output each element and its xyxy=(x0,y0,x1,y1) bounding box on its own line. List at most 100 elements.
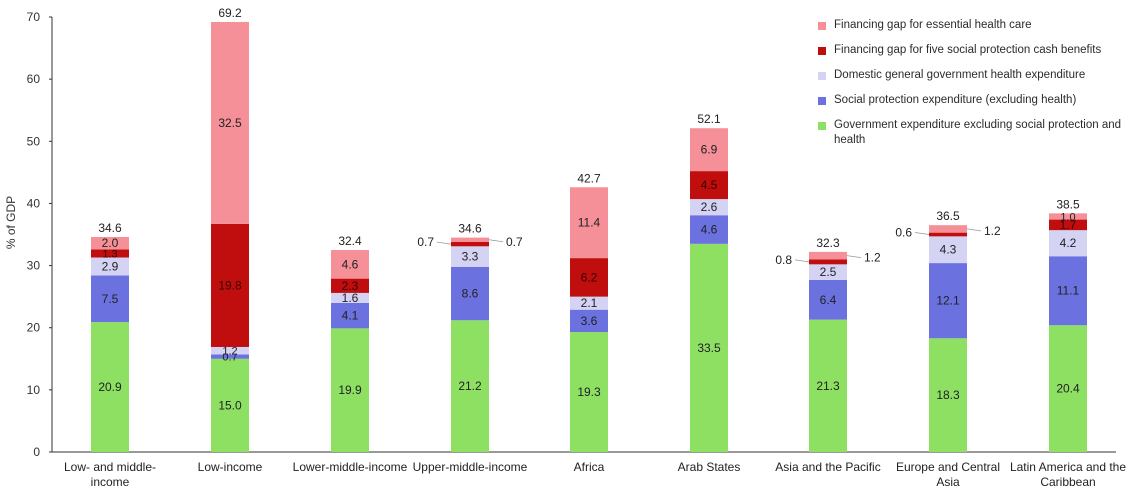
legend-swatch xyxy=(818,72,826,80)
data-label: 20.9 xyxy=(98,380,122,394)
bar-segment xyxy=(91,322,129,452)
legend-swatch xyxy=(818,22,826,30)
bar-segment xyxy=(1049,325,1087,452)
total-label: 42.7 xyxy=(577,171,601,185)
bar-segment xyxy=(690,199,728,216)
callout-line xyxy=(966,228,982,232)
legend-label: Domestic general government health expen… xyxy=(834,69,1086,81)
data-label: 3.3 xyxy=(462,250,479,264)
callout-line xyxy=(914,232,930,235)
x-tick-label: Arab States xyxy=(678,460,741,474)
y-tick-label: 70 xyxy=(27,10,41,24)
data-label: 2.3 xyxy=(342,279,359,293)
data-label: 4.2 xyxy=(1060,236,1077,250)
bar-segment xyxy=(451,241,489,247)
data-label: 4.1 xyxy=(342,309,359,323)
bar-segment xyxy=(929,236,967,264)
total-label: 34.6 xyxy=(458,222,482,236)
data-label: 4.6 xyxy=(342,257,359,271)
x-tick-label: Asia xyxy=(936,475,960,489)
bar-segment xyxy=(451,246,489,267)
data-label: 6.2 xyxy=(581,270,598,284)
data-label: 18.3 xyxy=(936,388,960,402)
bar-segment xyxy=(809,319,847,452)
bar-segment xyxy=(211,346,249,355)
bar-segment xyxy=(929,338,967,452)
data-label: 1.0 xyxy=(1060,211,1075,223)
x-tick-label: Lower-middle-income xyxy=(293,460,408,474)
bar-segment xyxy=(570,258,608,297)
data-label: 20.4 xyxy=(1056,382,1080,396)
x-tick-label: Upper-middle-income xyxy=(413,460,528,474)
data-label: 1.2 xyxy=(984,224,1001,238)
data-label: 2.0 xyxy=(102,236,119,250)
bar-segment xyxy=(451,266,489,321)
bar-segment xyxy=(331,250,369,279)
legend-label: Government expenditure excluding social … xyxy=(834,119,1122,146)
bar-segment xyxy=(690,243,728,452)
bar-segment xyxy=(690,128,728,172)
legend-label: Financing gap for five social protection… xyxy=(834,44,1102,56)
callout-line xyxy=(846,255,862,259)
bar-segment xyxy=(929,263,967,339)
data-label: 21.3 xyxy=(816,379,840,393)
bar-segment xyxy=(570,332,608,452)
bar-segment xyxy=(809,279,847,320)
bar-segment xyxy=(331,278,369,293)
total-label: 32.3 xyxy=(816,236,840,250)
legend-item: Social protection expenditure (excluding… xyxy=(818,93,1130,108)
total-label: 69.2 xyxy=(218,6,242,20)
data-label: 1.3 xyxy=(102,248,117,260)
x-tick-label: Asia and the Pacific xyxy=(775,460,880,474)
bar-segment xyxy=(570,187,608,259)
bar-segment xyxy=(570,309,608,333)
data-label: 2.5 xyxy=(820,265,837,279)
x-tick-label: income xyxy=(91,475,130,489)
bar-segment xyxy=(809,264,847,280)
data-label: 19.3 xyxy=(577,385,601,399)
data-label: 1.2 xyxy=(864,251,881,265)
legend-item: Domestic general government health expen… xyxy=(818,68,1130,83)
y-tick-label: 30 xyxy=(27,259,41,273)
legend-swatch xyxy=(818,47,826,55)
bar-segment xyxy=(451,237,489,242)
bar-segment xyxy=(1049,230,1087,257)
bar-segment xyxy=(91,257,129,276)
bar-segment xyxy=(211,354,249,359)
bar-segment xyxy=(690,171,728,200)
bar-segment xyxy=(570,296,608,310)
legend-item: Government expenditure excluding social … xyxy=(818,118,1130,148)
legend-label: Social protection expenditure (excluding… xyxy=(834,94,1077,106)
bar-segment xyxy=(91,275,129,323)
data-label: 6.9 xyxy=(701,143,718,157)
data-label: 4.6 xyxy=(701,223,718,237)
callout-line xyxy=(488,239,504,243)
y-tick-label: 60 xyxy=(27,72,41,86)
bar-segment xyxy=(331,302,369,329)
data-label: 0.7 xyxy=(222,352,237,364)
bar-segment xyxy=(211,21,249,224)
bar-segment xyxy=(809,259,847,265)
data-label: 4.5 xyxy=(701,178,718,192)
y-tick-label: 40 xyxy=(27,196,41,210)
legend-item: Financing gap for five social protection… xyxy=(818,43,1130,58)
bar-segment xyxy=(91,249,129,258)
callout-line xyxy=(436,241,452,245)
data-label: 0.7 xyxy=(417,235,434,249)
data-label: 12.1 xyxy=(936,294,960,308)
data-label: 19.8 xyxy=(218,278,242,292)
data-label: 0.8 xyxy=(775,253,792,267)
bar-segment xyxy=(1049,213,1087,220)
data-label: 32.5 xyxy=(218,116,242,130)
y-tick-label: 0 xyxy=(33,445,40,459)
total-label: 32.4 xyxy=(338,234,362,248)
total-label: 52.1 xyxy=(697,112,721,126)
data-label: 2.9 xyxy=(102,260,119,274)
x-tick-label: Low- and middle- xyxy=(64,460,156,474)
data-label: 2.1 xyxy=(581,296,598,310)
data-label: 7.5 xyxy=(102,292,119,306)
data-label: 2.6 xyxy=(701,200,718,214)
bar-segment xyxy=(331,328,369,452)
